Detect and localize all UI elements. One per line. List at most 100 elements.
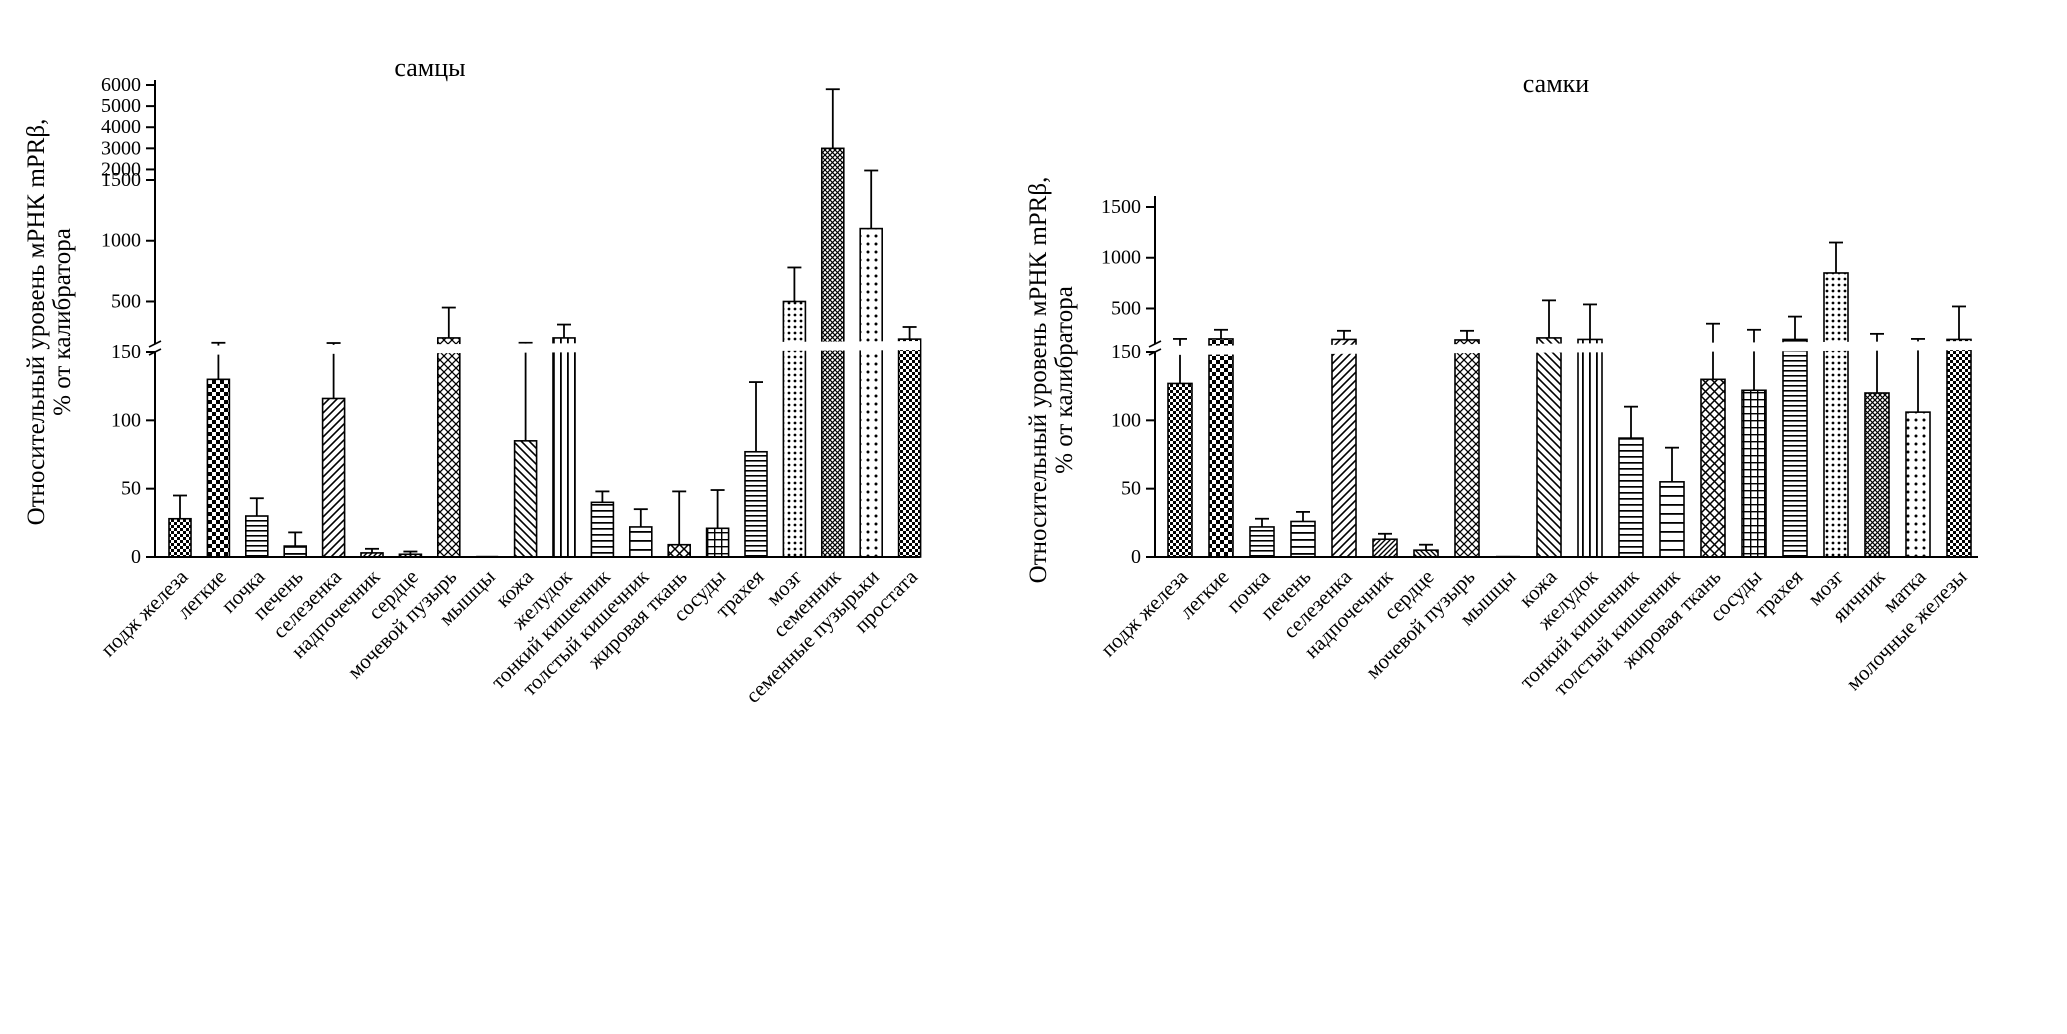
chart-title: самцы [394, 53, 465, 82]
bar [168, 517, 192, 558]
bar [1700, 378, 1726, 558]
y-tick-label: 500 [1111, 297, 1141, 319]
bar [1741, 389, 1767, 558]
y-axis-title: % от калибратора [1051, 286, 1078, 474]
bar-group [1782, 315, 1808, 558]
bar [897, 338, 922, 558]
y-tick-label: 6000 [101, 74, 141, 96]
bars-group [168, 88, 922, 558]
bar [513, 440, 538, 558]
bar-group [782, 266, 807, 558]
bar [283, 545, 308, 558]
bar-group [897, 326, 922, 558]
bar-group [360, 547, 384, 558]
bar [1372, 538, 1398, 558]
bar [1290, 520, 1316, 558]
bar-group [206, 341, 231, 558]
y-tick-label: 1000 [1101, 247, 1141, 269]
bar [1577, 338, 1603, 558]
bar [1946, 338, 1972, 558]
bar-group [1905, 338, 1931, 558]
bar [245, 515, 269, 558]
axis-break-mark [1148, 340, 1162, 348]
bar [1167, 382, 1193, 558]
bar-group [1618, 405, 1644, 558]
chart-males: 0 50 100 150 500 1000 150020003000400050006000… [23, 53, 923, 708]
axis-break-band [157, 341, 920, 355]
bar-group [1823, 241, 1849, 558]
y-tick-label: 3000 [101, 137, 141, 159]
y-tick-label: 5000 [101, 95, 141, 117]
bar-group [1372, 532, 1398, 558]
bar [1782, 338, 1808, 558]
category-label: трахея [1749, 564, 1807, 622]
bar-group [667, 490, 692, 558]
y-tick-label: 4000 [101, 116, 141, 138]
bar-group [820, 88, 845, 558]
bar [321, 397, 346, 558]
bar-group [1659, 446, 1685, 558]
bar [436, 337, 461, 558]
y-tick-label: 2000 [101, 158, 141, 180]
y-tick-label: 150 [1111, 341, 1141, 363]
y-axis-title: Относительный уровень мРНК mPRβ, [23, 119, 50, 526]
bar-group [590, 490, 615, 558]
bar-group [1331, 329, 1357, 558]
bar [1331, 338, 1357, 558]
chart-title: самки [1523, 69, 1589, 98]
y-tick-label: 100 [1111, 409, 1141, 431]
bar [552, 337, 576, 558]
bar [1413, 549, 1439, 558]
y-tick-label: 150 [111, 341, 141, 363]
bar [1905, 411, 1931, 558]
y-tick-label: 500 [111, 290, 141, 312]
bar [1823, 272, 1849, 558]
bar-group [1536, 299, 1562, 558]
y-tick-label: 1500 [101, 169, 141, 191]
bar-group [1208, 328, 1234, 558]
bar-group [1700, 322, 1726, 558]
y-axis-title: Относительный уровень мРНК mPRβ, [1025, 177, 1052, 584]
bar [206, 378, 231, 558]
bar-group [1741, 328, 1767, 558]
y-tick-label: 1500 [1101, 196, 1141, 218]
bar [744, 450, 768, 558]
bar-group [1413, 543, 1439, 558]
bar-group [705, 489, 730, 558]
bar [667, 543, 692, 558]
y-tick-label: 50 [121, 478, 141, 500]
bars-group [1167, 241, 1972, 558]
bar [590, 501, 615, 558]
y-tick-label: 0 [131, 546, 141, 568]
y-tick-label: 100 [111, 409, 141, 431]
bar-group [552, 323, 576, 558]
bar-group [1249, 517, 1275, 558]
bar-group [859, 169, 884, 558]
bar [820, 147, 845, 558]
y-tick-label: 50 [1121, 478, 1141, 500]
bar [1864, 392, 1890, 558]
bar-group [245, 497, 269, 558]
category-label: подж железа [1096, 564, 1193, 661]
bar-group [1946, 305, 1972, 558]
bar-group [513, 341, 538, 558]
bar [782, 300, 807, 558]
bar-group [1577, 303, 1603, 558]
bar [1249, 526, 1275, 558]
bar [1536, 337, 1562, 558]
bar-group [283, 531, 308, 558]
y-tick-label: 0 [1131, 546, 1141, 568]
bar [628, 526, 653, 558]
bar-group [1167, 338, 1193, 558]
bar-group [1864, 332, 1890, 558]
bar [859, 227, 884, 558]
bar [705, 527, 730, 558]
axis-break-mark [148, 340, 162, 348]
bar-group [1290, 510, 1316, 558]
bar-group [168, 494, 192, 558]
bar [1454, 339, 1480, 558]
bar [1659, 481, 1685, 558]
